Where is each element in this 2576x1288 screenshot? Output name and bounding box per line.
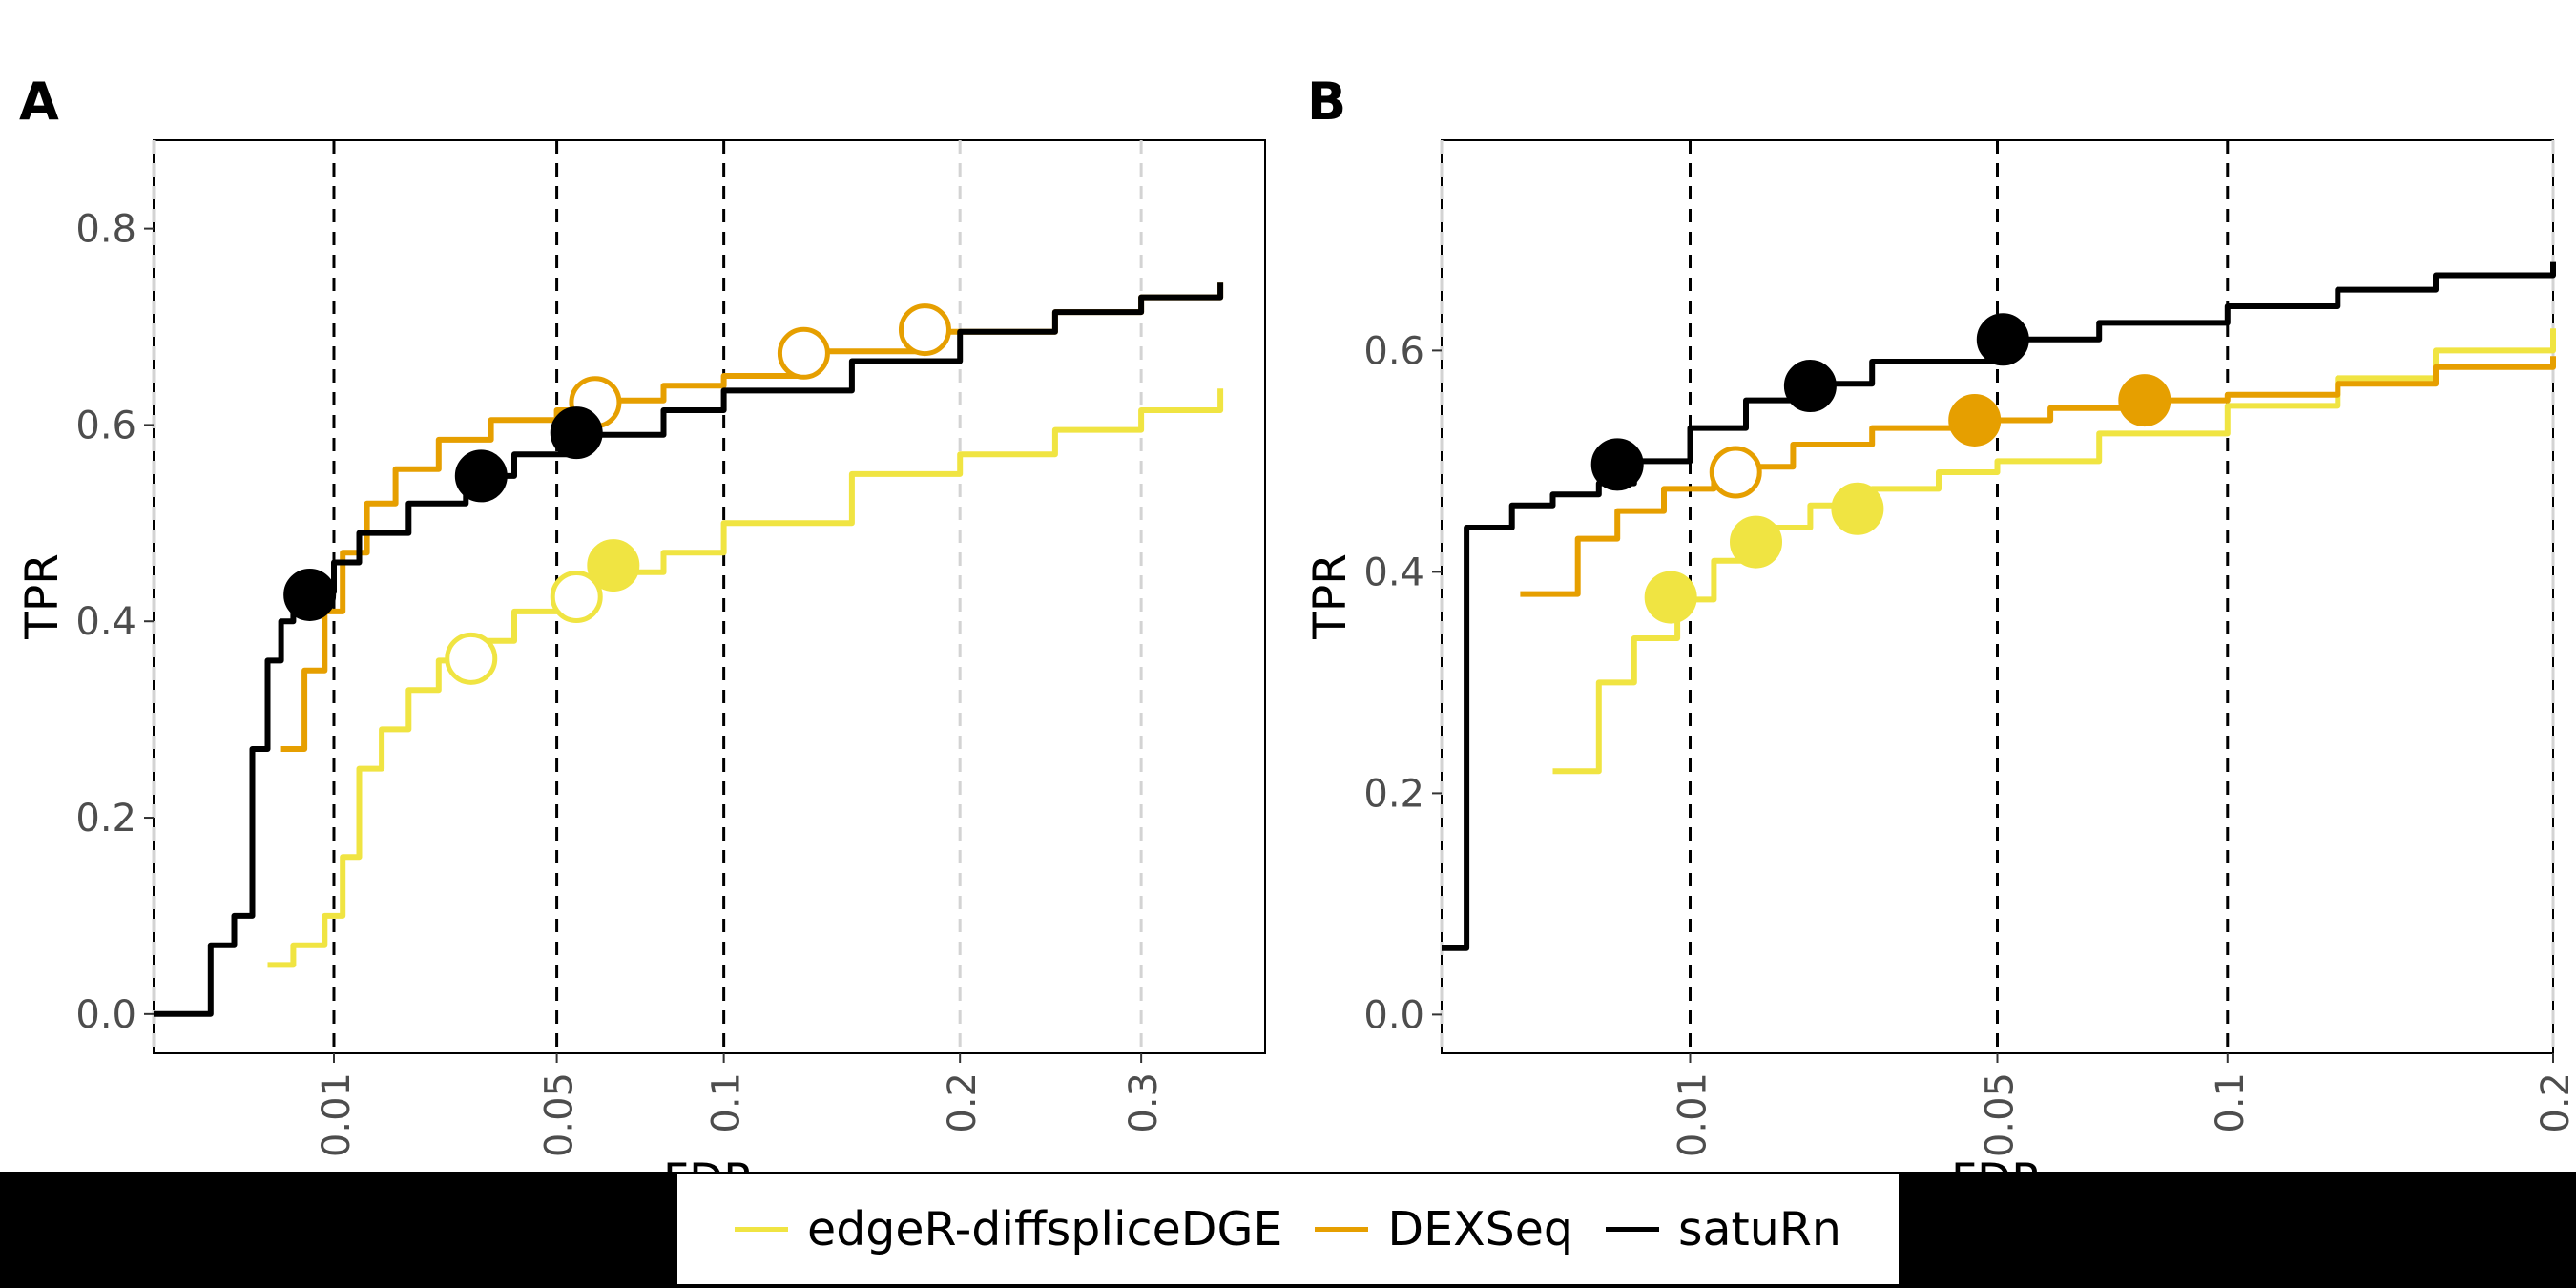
legend-item-edger: edgeR-diffspliceDGE bbox=[735, 1202, 1282, 1257]
panel-b-grid-lines bbox=[1440, 140, 2555, 1053]
legend-label-saturn: satuRn bbox=[1678, 1201, 1841, 1257]
panel-b-y-tick-label-0: 0.0 bbox=[1363, 993, 1424, 1037]
panel-a-marker-edger-1 bbox=[550, 571, 603, 623]
panel-a-marker-saturn-2 bbox=[550, 406, 603, 460]
panel-a-line-saturn bbox=[154, 282, 1224, 1017]
panel-a-tag: A bbox=[19, 72, 59, 132]
legend-bar: edgeR-diffspliceDGE DEXSeq satuRn bbox=[0, 1172, 2576, 1288]
legend-key-dexseq bbox=[1315, 1226, 1369, 1232]
panel-a-series bbox=[154, 282, 1224, 1017]
panel-a-y-ticks: 0.0 0.2 0.4 0.6 0.8 bbox=[75, 208, 154, 1037]
panel-b: B 0.010.050.10.2 0.00.20.40.6 FDR TPR bbox=[1304, 72, 2576, 1207]
panel-a-plot-border bbox=[153, 139, 1266, 1054]
legend-label-dexseq: DEXSeq bbox=[1387, 1201, 1573, 1257]
panel-a-marker-saturn-0 bbox=[283, 568, 337, 621]
panel-a-y-axis-title: TPR bbox=[16, 553, 69, 640]
panel-b-x-ticks: 0.01 0.05 0.1 0.2 bbox=[1672, 1053, 2576, 1157]
panel-b-marker-saturn-1 bbox=[1783, 360, 1837, 413]
panel-b-plot-border bbox=[1441, 139, 2554, 1054]
panel-a-grid-lines bbox=[152, 140, 1143, 1053]
panel-a-x-tick-label-4: 0.3 bbox=[1122, 1072, 1166, 1133]
panel-b-x-tick-label-0: 0.01 bbox=[1672, 1072, 1715, 1157]
panel-b-y-tick-label-1: 0.2 bbox=[1363, 772, 1424, 816]
legend-item-saturn: satuRn bbox=[1606, 1202, 1841, 1257]
panel-a-x-tick-label-3: 0.2 bbox=[941, 1072, 985, 1133]
legend-item-dexseq: DEXSeq bbox=[1315, 1202, 1573, 1257]
panel-a-threshold-lines bbox=[332, 140, 726, 1053]
panel-a-x-tick-label-1: 0.05 bbox=[538, 1072, 582, 1157]
panel-b-marker-edger-0 bbox=[1644, 571, 1697, 624]
panel-b-series bbox=[1442, 261, 2556, 951]
panel-a-marker-dexseq-1 bbox=[777, 326, 830, 380]
panel-b-marker-dexseq-2 bbox=[2118, 374, 2171, 427]
panel-b-y-tick-label-3: 0.6 bbox=[1363, 329, 1424, 373]
panel-a-y-tick-label-0: 0.0 bbox=[75, 993, 136, 1037]
panel-b-tag: B bbox=[1307, 72, 1346, 132]
panel-a-marker-dexseq-2 bbox=[898, 303, 951, 357]
legend-key-edger bbox=[735, 1226, 789, 1232]
panel-b-y-axis-title: TPR bbox=[1304, 553, 1357, 640]
panel-b-line-dexseq bbox=[1520, 356, 2556, 597]
panel-b-marker-dexseq-0 bbox=[1709, 446, 1762, 499]
panel-a-x-tick-label-2: 0.1 bbox=[705, 1072, 749, 1133]
panel-a-line-edger bbox=[267, 388, 1224, 968]
panel-a-marker-edger-0 bbox=[445, 632, 498, 685]
panel-a: A 0.010.050.10.20.3 0.00.20.40.60.8 FDR … bbox=[16, 72, 1266, 1207]
panel-a-line-dexseq bbox=[280, 282, 1224, 752]
panel-a-y-tick-label-1: 0.2 bbox=[75, 797, 136, 841]
panel-a-marker-saturn-1 bbox=[454, 449, 508, 503]
panel-b-marker-saturn-2 bbox=[1976, 313, 2029, 366]
panel-a-marker-edger-2 bbox=[587, 539, 640, 592]
panel-b-x-tick-label-2: 0.1 bbox=[2209, 1072, 2253, 1133]
panel-b-marker-edger-2 bbox=[1831, 482, 1884, 535]
panel-a-y-tick-label-3: 0.6 bbox=[75, 404, 136, 447]
legend: edgeR-diffspliceDGE DEXSeq satuRn bbox=[677, 1174, 1899, 1284]
panel-b-y-ticks: 0.0 0.2 0.4 0.6 bbox=[1363, 329, 1442, 1037]
panel-b-x-tick-label-3: 0.2 bbox=[2534, 1072, 2576, 1133]
panel-b-marker-saturn-0 bbox=[1590, 438, 1644, 491]
panel-b-marker-edger-1 bbox=[1730, 515, 1783, 569]
panel-a-y-tick-label-2: 0.4 bbox=[75, 600, 136, 644]
panel-b-marker-dexseq-1 bbox=[1948, 393, 2002, 447]
panel-a-x-tick-label-0: 0.01 bbox=[315, 1072, 359, 1157]
panel-a-y-tick-label-4: 0.8 bbox=[75, 208, 136, 252]
panel-b-x-tick-label-1: 0.05 bbox=[1979, 1072, 2023, 1157]
panel-b-threshold-lines bbox=[1689, 140, 2230, 1053]
legend-label-edger: edgeR-diffspliceDGE bbox=[807, 1201, 1283, 1257]
legend-key-saturn bbox=[1606, 1226, 1659, 1232]
panel-a-x-ticks: 0.01 0.05 0.1 0.2 0.3 bbox=[315, 1053, 1166, 1157]
panel-b-line-edger bbox=[1552, 328, 2556, 775]
panel-b-y-tick-label-2: 0.4 bbox=[1363, 551, 1424, 594]
